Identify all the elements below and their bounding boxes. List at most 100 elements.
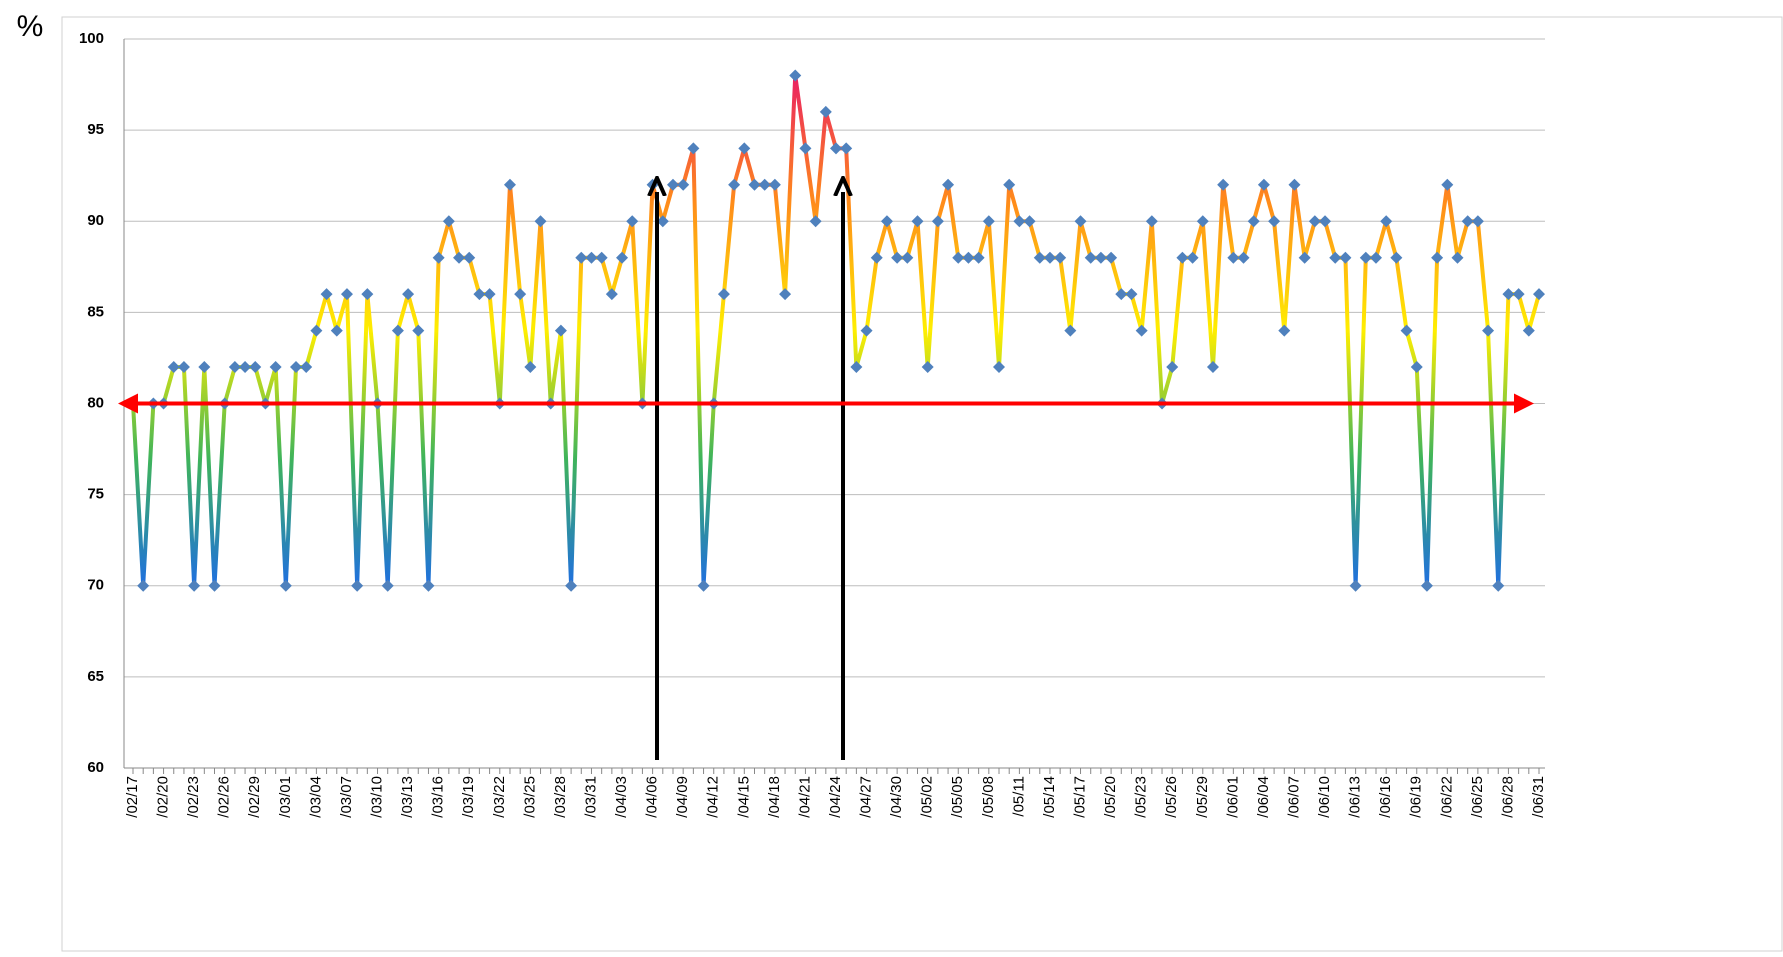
marker [697,579,710,592]
marker [677,178,690,191]
marker [1135,324,1148,337]
marker [1166,361,1179,374]
y-tick-label: 100 [79,30,104,47]
y-axis-label: % [17,10,44,43]
x-tick-label: /03/07 [338,776,355,818]
marker [432,251,445,264]
marker [1176,251,1189,264]
marker [524,361,537,374]
x-tick-label: /02/17 [124,776,141,818]
marker [656,215,669,228]
marker [830,142,842,155]
marker [687,142,700,155]
y-tick-label: 95 [87,121,104,138]
marker [1461,215,1474,228]
marker [208,579,221,592]
marker [1115,288,1128,301]
x-tick-label: /06/28 [1499,776,1516,818]
marker [310,324,323,337]
marker [1319,215,1332,228]
marker [809,215,822,228]
marker [1522,324,1535,337]
marker [1186,251,1199,264]
marker [167,361,180,374]
marker [279,579,292,592]
marker [1196,215,1209,228]
y-tick-label: 75 [87,486,104,503]
x-tick-label: /05/26 [1163,776,1180,818]
marker [514,288,527,301]
x-tick-label: /04/03 [613,776,630,818]
marker [422,579,435,592]
marker [585,251,598,264]
marker [391,324,404,337]
x-tick-label: /03/19 [460,776,477,818]
x-tick-label: /06/01 [1224,776,1241,818]
marker [1308,215,1321,228]
marker [1451,251,1464,264]
x-tick-label: /04/30 [888,776,905,818]
marker [779,288,792,301]
marker [1094,251,1107,264]
marker [911,215,924,228]
marker [1247,215,1260,228]
marker [840,142,853,155]
marker [188,579,201,592]
x-tick-label: /06/04 [1255,776,1272,818]
x-tick-label: /05/20 [1102,776,1119,818]
x-tick-label: /02/29 [246,776,263,818]
marker [269,361,282,374]
marker [1298,251,1311,264]
marker [1268,215,1281,228]
marker [483,288,496,301]
marker [717,288,730,301]
marker [1257,178,1270,191]
marker [330,324,343,337]
marker [1043,251,1056,264]
marker [605,288,618,301]
marker [1054,251,1067,264]
marker [1064,324,1077,337]
x-tick-label: /02/26 [216,776,233,818]
marker [870,251,883,264]
marker [972,251,985,264]
x-tick-label: /06/10 [1316,776,1333,818]
marker [993,361,1006,374]
marker [1369,251,1382,264]
x-tick-label: /05/05 [949,776,966,818]
x-tick-label: /03/04 [307,776,324,818]
x-tick-label: /05/11 [1010,776,1027,817]
marker [300,361,313,374]
marker [1533,288,1545,301]
x-tick-label: /05/02 [919,776,936,818]
marker [1441,178,1454,191]
marker [1410,361,1423,374]
marker [758,178,771,191]
x-tick-label: /04/12 [705,776,722,818]
marker [1492,579,1505,592]
marker [320,288,333,301]
marker [1084,251,1097,264]
marker [290,361,303,374]
y-tick-label: 60 [87,759,104,776]
x-tick-label: /05/08 [980,776,997,818]
marker [453,251,466,264]
marker [463,251,476,264]
marker [1390,251,1403,264]
marker [239,361,252,374]
marker [1471,215,1484,228]
x-tick-label: /06/16 [1377,776,1394,818]
marker [921,361,934,374]
x-tick-label: /03/10 [368,776,385,818]
x-tick-label: /05/14 [1041,776,1058,818]
marker [554,324,567,337]
x-tick-label: /04/24 [827,776,844,818]
marker [1206,361,1219,374]
marker [666,178,679,191]
marker [799,142,812,155]
marker [942,178,955,191]
marker [473,288,486,301]
marker [626,215,639,228]
marker [891,251,904,264]
marker [249,361,262,374]
